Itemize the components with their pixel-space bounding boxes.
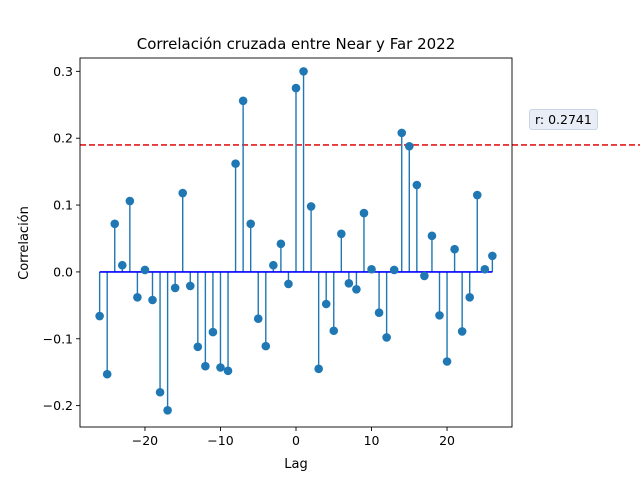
- stem-marker: [374, 308, 384, 317]
- y-tick-label: 0.0: [53, 264, 73, 279]
- stem-marker: [110, 219, 120, 229]
- y-tick-label: 0.3: [53, 64, 73, 79]
- stem-marker: [246, 219, 255, 229]
- correlation-annotation: r: 0.2741: [529, 109, 598, 130]
- stem-marker: [193, 342, 203, 352]
- x-axis: −20 −10 0 10 20: [132, 427, 455, 448]
- stem-marker: [133, 293, 142, 302]
- stem-marker: [442, 357, 452, 366]
- stem-marker: [306, 202, 316, 211]
- stem-marker: [382, 333, 391, 342]
- stem-marker: [299, 67, 308, 76]
- stem-marker: [102, 369, 112, 379]
- stem-marker: [314, 364, 323, 374]
- markers-layer: [95, 67, 497, 415]
- stem-marker: [140, 265, 150, 275]
- stem-marker: [321, 299, 331, 309]
- y-axis: −0.2 −0.1 0.0 0.1 0.2 0.3: [43, 64, 80, 413]
- stem-marker: [284, 279, 293, 289]
- stem-marker: [397, 128, 407, 138]
- x-tick-label: −10: [207, 433, 233, 448]
- x-axis-label: Lag: [284, 457, 307, 472]
- stem-marker: [269, 260, 278, 270]
- stem-marker: [208, 327, 218, 337]
- stem-marker: [185, 281, 195, 291]
- stem-marker: [465, 293, 475, 302]
- stem-marker: [480, 264, 490, 274]
- stem-marker: [163, 405, 172, 415]
- x-tick-label: 0: [292, 433, 300, 448]
- x-tick-label: −20: [132, 433, 158, 448]
- stem-marker: [404, 141, 414, 151]
- stem-marker: [457, 327, 467, 336]
- stem-marker: [329, 326, 339, 336]
- stem-marker: [344, 278, 354, 288]
- stem-marker: [238, 96, 248, 106]
- y-tick-label: 0.2: [53, 131, 73, 146]
- stem-marker: [427, 231, 437, 241]
- stem-marker: [117, 260, 127, 270]
- stem-marker: [178, 188, 188, 198]
- stem-marker: [359, 208, 369, 218]
- stem-marker: [170, 283, 180, 293]
- x-tick-label: 20: [439, 433, 455, 448]
- stem-marker: [95, 311, 104, 321]
- y-tick-label: −0.2: [43, 398, 73, 413]
- stem-marker: [389, 265, 399, 275]
- stem-marker: [276, 239, 286, 249]
- stem-marker: [435, 311, 444, 320]
- stem-marker: [231, 159, 240, 168]
- stem-marker: [261, 341, 271, 351]
- chart-title: Correlación cruzada entre Near y Far 202…: [137, 35, 456, 53]
- stem-marker: [450, 244, 459, 254]
- stems-layer: [98, 71, 494, 411]
- stem-marker: [201, 361, 210, 371]
- stem-marker: [420, 271, 429, 281]
- stem-marker: [253, 314, 263, 324]
- y-tick-label: −0.1: [43, 331, 73, 346]
- stem-marker: [155, 387, 165, 397]
- stem-marker: [291, 83, 301, 93]
- stem-marker: [148, 295, 157, 305]
- stem-marker: [352, 284, 361, 294]
- stem-marker: [125, 196, 135, 206]
- stem-marker: [367, 264, 376, 274]
- stem-marker: [488, 251, 497, 261]
- stem-marker: [412, 180, 422, 190]
- stem-marker: [472, 190, 482, 200]
- stem-marker: [223, 366, 233, 376]
- stem-marker: [216, 363, 225, 372]
- y-axis-label: Correlación: [17, 206, 32, 280]
- y-tick-label: 0.1: [53, 198, 73, 213]
- stem-marker: [337, 229, 346, 239]
- x-tick-label: 10: [364, 433, 380, 448]
